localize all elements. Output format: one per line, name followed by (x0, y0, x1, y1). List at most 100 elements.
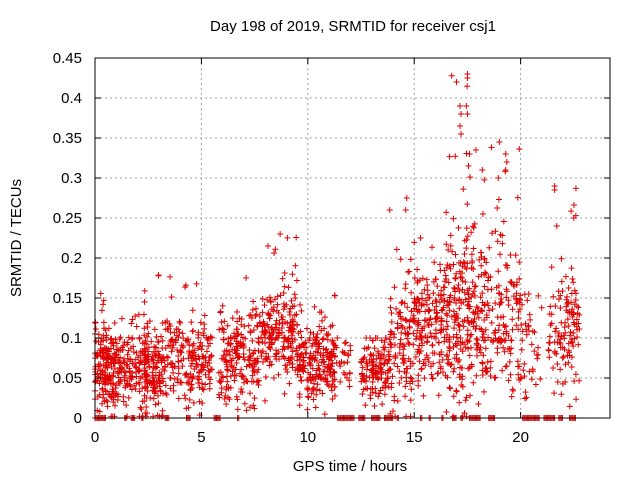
data-point (333, 344, 340, 351)
data-point (319, 336, 326, 343)
data-point (161, 363, 168, 370)
data-point (558, 278, 565, 285)
data-point (494, 345, 501, 352)
data-point (460, 323, 467, 330)
y-tick-label: 0.05 (53, 370, 82, 387)
data-point (233, 347, 240, 354)
data-point (157, 387, 164, 394)
data-point (467, 333, 474, 340)
data-point (329, 395, 336, 402)
data-point (255, 347, 262, 354)
data-point (527, 316, 534, 323)
data-point (475, 314, 482, 321)
data-point (305, 377, 312, 384)
data-point (422, 362, 429, 369)
data-point (479, 290, 486, 297)
data-point (127, 345, 134, 352)
data-point (359, 364, 366, 371)
data-point (450, 393, 457, 400)
data-point (555, 296, 562, 303)
data-point (199, 342, 206, 349)
data-point (111, 365, 118, 372)
data-point (465, 298, 472, 305)
data-point (245, 322, 252, 329)
data-point (381, 346, 388, 353)
data-point (193, 280, 200, 287)
data-point (141, 325, 148, 332)
data-point (465, 291, 472, 298)
data-point (189, 374, 196, 381)
data-point (565, 285, 572, 292)
data-point (145, 344, 152, 351)
data-point (485, 302, 492, 309)
data-point (384, 375, 391, 382)
data-point (232, 350, 239, 357)
data-point (438, 317, 445, 324)
data-point (272, 246, 279, 253)
data-point (146, 363, 153, 370)
data-point (287, 340, 294, 347)
data-point (220, 374, 227, 381)
data-point (320, 376, 327, 383)
data-point-peak (465, 163, 472, 169)
data-point (475, 400, 482, 407)
data-point (293, 347, 300, 354)
data-point (324, 332, 331, 339)
data-point (164, 325, 171, 332)
data-point-peak (466, 151, 473, 157)
data-point (241, 356, 248, 363)
data-point (407, 397, 414, 404)
data-point (523, 394, 530, 401)
data-point (552, 302, 559, 309)
data-point (459, 286, 466, 293)
data-point (364, 385, 371, 392)
data-point (297, 301, 304, 308)
data-point (187, 362, 194, 369)
data-point (129, 374, 136, 381)
data-point (487, 372, 494, 379)
data-point (369, 374, 376, 381)
data-point (124, 355, 131, 362)
data-point (452, 288, 459, 295)
data-point (374, 376, 381, 383)
data-point (379, 401, 386, 408)
data-point (279, 329, 286, 336)
data-point (149, 369, 156, 376)
data-point (438, 287, 445, 294)
data-point (101, 355, 108, 362)
data-point (463, 265, 470, 272)
data-point (141, 332, 148, 339)
data-point-peak (472, 147, 479, 153)
data-point-peak (456, 103, 463, 109)
data-point (270, 375, 277, 382)
data-point (486, 244, 493, 251)
data-point (251, 395, 258, 402)
data-point (520, 367, 527, 374)
data-point (425, 354, 432, 361)
data-point (468, 229, 475, 236)
data-point (464, 331, 471, 338)
data-point (459, 376, 466, 383)
data-point (517, 292, 524, 299)
data-point (433, 298, 440, 305)
data-point (107, 375, 114, 382)
data-point (160, 378, 167, 385)
data-point (443, 241, 450, 248)
data-point-peak (277, 231, 284, 237)
data-point (98, 307, 105, 314)
data-point (473, 303, 480, 310)
data-point (506, 358, 513, 365)
data-point (123, 402, 130, 409)
data-point (202, 359, 209, 366)
data-point (447, 265, 454, 272)
data-point-peak (417, 235, 424, 241)
data-point (289, 332, 296, 339)
data-point (292, 295, 299, 302)
data-point (227, 373, 234, 380)
data-point (466, 305, 473, 312)
data-point (414, 266, 421, 273)
data-point (479, 333, 486, 340)
data-point (133, 349, 140, 356)
data-point (382, 369, 389, 376)
data-point (300, 354, 307, 361)
